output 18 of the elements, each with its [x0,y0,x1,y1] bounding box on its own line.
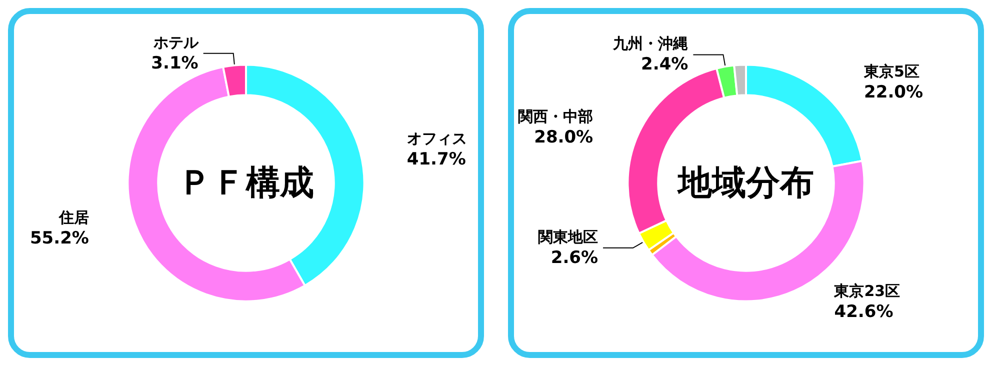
data-label: 55.2% [30,228,89,249]
slice-label: 東京5区 [863,62,920,81]
data-label: 3.1% [151,53,198,74]
data-label: 28.0% [534,128,594,148]
slice-label: 住居 [58,208,89,227]
slice-label: 九州・沖縄 [612,34,688,53]
slice-label: 関西・中部 [518,108,594,126]
data-label: 41.7% [406,149,466,170]
data-label: 2.6% [550,248,598,268]
slice-label: 関東地区 [538,228,598,246]
data-label: 2.4% [641,54,688,75]
slice-label: オフィス [406,129,467,148]
slice-label: ホテル [152,33,200,52]
text: ＰＦ構成 [178,163,314,203]
data-label: 42.6% [834,302,894,322]
text: 地域分布 [676,163,814,203]
slice-label: 東京23区 [833,282,900,300]
data-label: 22.0% [864,82,924,103]
